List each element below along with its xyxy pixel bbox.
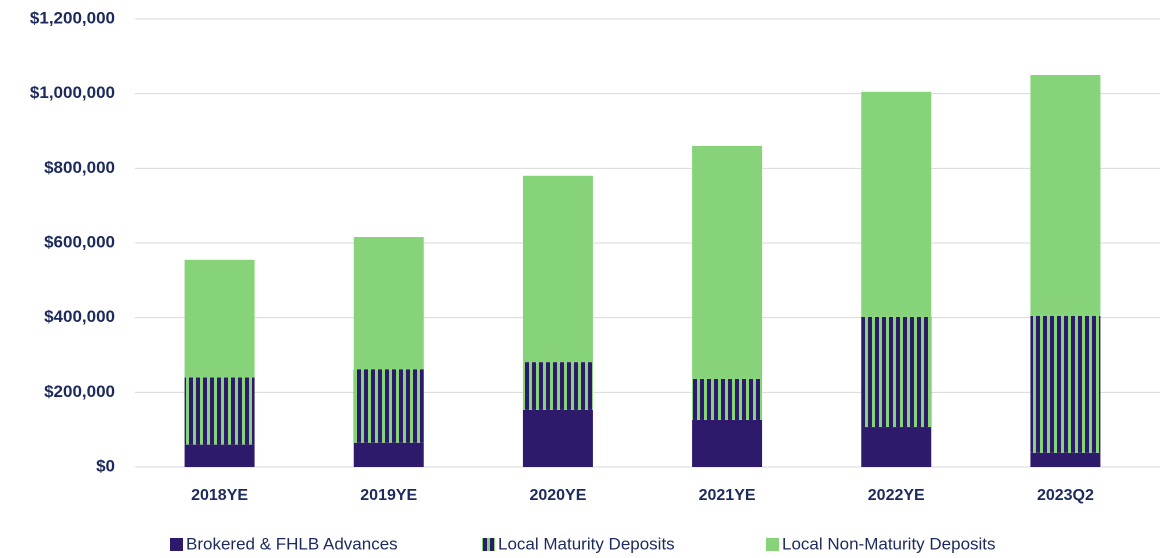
legend-label: Brokered & FHLB Advances xyxy=(186,534,398,553)
legend-swatch xyxy=(170,538,183,551)
bar-segment xyxy=(522,409,593,467)
legend-label: Local Maturity Deposits xyxy=(498,534,675,553)
bar-segment xyxy=(692,419,763,467)
legend-label: Local Non-Maturity Deposits xyxy=(782,534,996,553)
bar-segment xyxy=(1030,452,1101,467)
y-tick-label: $800,000 xyxy=(44,158,115,177)
y-tick-label: $400,000 xyxy=(44,307,115,326)
bar-segment xyxy=(522,175,593,363)
x-tick-label: 2023Q2 xyxy=(1037,487,1094,504)
legend-swatch xyxy=(482,538,495,551)
x-tick-label: 2021YE xyxy=(699,487,756,504)
bar-segment xyxy=(861,427,932,467)
bar-segment xyxy=(861,316,932,428)
bar-segment xyxy=(861,91,932,317)
x-tick-label: 2020YE xyxy=(529,487,586,504)
x-tick-label: 2019YE xyxy=(360,487,417,504)
y-tick-label: $1,000,000 xyxy=(30,83,115,102)
bar-segment xyxy=(184,259,255,378)
y-tick-label: $1,200,000 xyxy=(30,8,115,27)
bar-segment xyxy=(353,237,424,370)
bar-segment xyxy=(1030,75,1101,316)
bar-segment xyxy=(184,444,255,467)
bar-segment xyxy=(184,377,255,445)
legend-swatch xyxy=(766,538,779,551)
bar-segment xyxy=(353,369,424,443)
y-tick-label: $200,000 xyxy=(44,382,115,401)
bar-segment xyxy=(692,378,763,420)
x-tick-label: 2022YE xyxy=(868,487,925,504)
y-tick-label: $600,000 xyxy=(44,232,115,251)
bar-segment xyxy=(1030,315,1101,453)
x-tick-label: 2018YE xyxy=(191,487,248,504)
bar-segment xyxy=(522,362,593,410)
bar-segment xyxy=(353,442,424,467)
bar-segment xyxy=(692,145,763,379)
y-tick-label: $0 xyxy=(96,456,115,475)
